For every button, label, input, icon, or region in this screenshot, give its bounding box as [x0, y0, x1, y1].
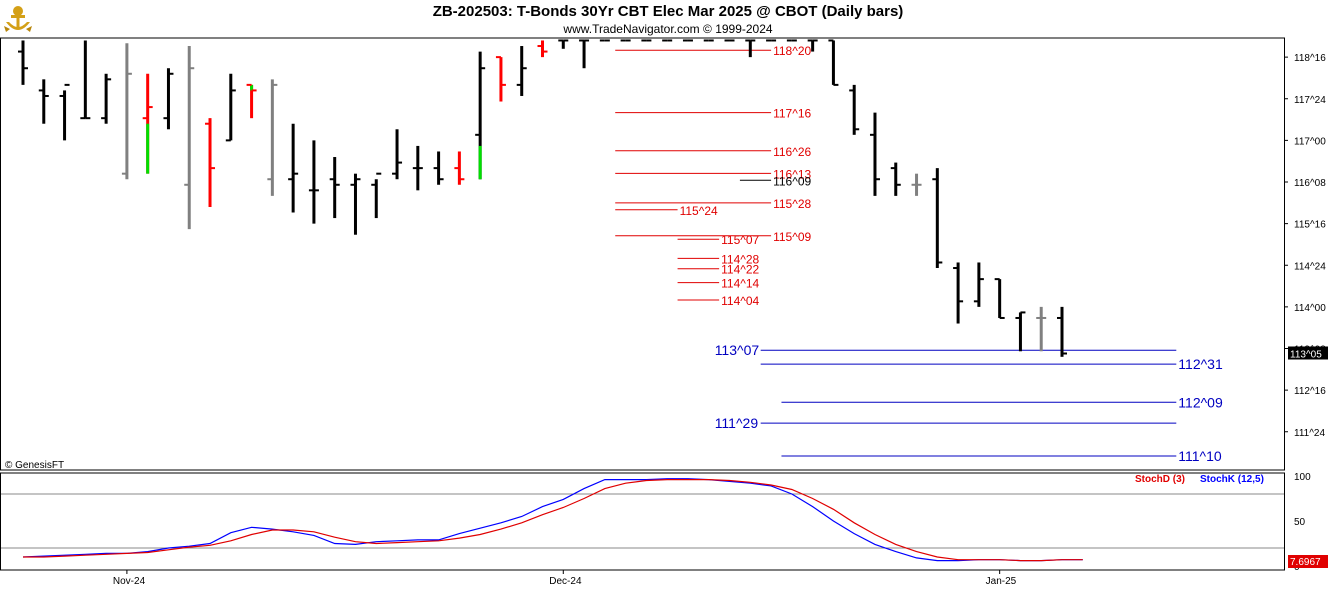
ohlc-bar [953, 262, 964, 324]
ohlc-bar [1057, 306, 1067, 357]
ohlc-bar [475, 51, 486, 180]
last-price-label: 113^05 [1290, 349, 1322, 360]
price-tick-label: 117^24 [1294, 95, 1326, 106]
price-tick-label: 114^00 [1294, 303, 1326, 314]
ohlc-bar [537, 40, 548, 58]
ohlc-bar [80, 40, 91, 120]
ohlc-bar [329, 157, 340, 219]
price-tick-label: 111^24 [1294, 428, 1325, 439]
date-tick-label: Nov-24 [113, 576, 146, 587]
ohlc-bar [308, 140, 319, 224]
price-level-label: 113^07 [715, 342, 760, 358]
price-level-label: 115^07 [721, 233, 759, 247]
ohlc-bar [392, 129, 403, 180]
grid-lines [0, 37, 1285, 571]
axes: 118^16 117^24 117^00 116^08 115^16 114^24 114^… [113, 53, 1328, 587]
price-level-label: 114^22 [721, 263, 759, 277]
stoch-last-label: 7.6967 [1290, 557, 1321, 568]
chart-subtitle: www.TradeNavigator.com © 1999-2024 [563, 22, 773, 36]
stoch-panel-frame [0, 472, 1285, 571]
price-tick-label: 114^24 [1294, 261, 1326, 272]
ohlc-bar [932, 168, 943, 269]
price-tick-label: 115^16 [1294, 220, 1326, 231]
ohlc-bar [745, 39, 756, 58]
price-level-label: 112^31 [1178, 356, 1223, 372]
credit-label: © GenesisFT [5, 460, 64, 471]
ohlc-bar [267, 79, 278, 196]
stoch-tick-label: 50 [1294, 517, 1306, 528]
price-level-label: 116^09 [773, 174, 811, 188]
price-level-label: 111^10 [1178, 448, 1222, 464]
ohlc-bar [890, 162, 901, 196]
price-level-label: 117^16 [773, 107, 811, 121]
date-tick-label: Dec-24 [549, 576, 582, 587]
trade-navigator-logo [4, 6, 32, 32]
date-tick-label: Jan-25 [986, 576, 1017, 587]
ohlc-bar [184, 46, 195, 230]
chart-title: ZB-202503: T-Bonds 30Yr CBT Elec Mar 202… [432, 3, 904, 20]
ohlc-bar [121, 43, 132, 180]
stoch-last-badge [1288, 555, 1328, 568]
ohlc-bar [849, 84, 860, 135]
stoch-legend-d: StochD (3) [1135, 474, 1185, 485]
ohlc-bar [828, 39, 839, 86]
ohlc-bar [18, 40, 28, 85]
stoch-tick-label: 100 [1294, 472, 1311, 483]
ohlc-bar [371, 172, 382, 219]
price-level-label: 114^14 [721, 277, 759, 291]
price-level-label: 115^28 [773, 197, 811, 211]
ohlc-bar [994, 278, 1005, 319]
ohlc-bar [142, 73, 153, 174]
price-level-label: 115^09 [773, 230, 811, 244]
ohlc-bar [246, 83, 257, 119]
price-tick-label: 117^00 [1294, 136, 1326, 147]
stochastic-panel: 100500StochD (3)StochK (12,5)7.6967 [1, 472, 1328, 573]
price-level-label: 112^09 [1178, 394, 1223, 410]
price-level-label: 114^28 [721, 252, 759, 266]
price-tick-label: 118^16 [1294, 53, 1326, 64]
ohlc-bar [205, 118, 216, 207]
last-price-badge [1288, 346, 1328, 360]
ohlc-bar [454, 151, 465, 185]
ohlc-bar [579, 39, 590, 69]
ohlc-bar [807, 39, 818, 52]
price-panel-frame [0, 37, 1285, 471]
price-level-label: 115^24 [680, 204, 718, 218]
price-tick-label: 116^08 [1294, 178, 1326, 189]
ohlc-bar [973, 262, 984, 307]
ohlc-bar [516, 46, 527, 96]
ohlc-bar [433, 151, 444, 185]
stoch-series-line [22, 478, 1083, 562]
ohlc-bar [288, 123, 299, 213]
stoch-series-line [23, 479, 1083, 562]
ohlc-bar [350, 173, 361, 235]
ohlc-bar [911, 173, 922, 196]
ohlc-bar [1015, 311, 1026, 352]
stoch-legend-k: StochK (12,5) [1200, 474, 1264, 485]
ohlc-bar [412, 145, 423, 191]
ohlc-bar [225, 73, 236, 142]
ohlc-bars [18, 39, 1067, 357]
ohlc-bar [558, 39, 569, 49]
ohlc-bar [869, 112, 880, 196]
price-level-label: 118^20 [773, 44, 811, 58]
price-tick-label: 112^16 [1294, 386, 1326, 397]
ohlc-bar [163, 68, 174, 130]
price-level-label: 116^26 [773, 145, 811, 159]
ohlc-bar [1036, 306, 1047, 352]
ohlc-bar [59, 83, 70, 141]
price-level-label: 114^04 [721, 294, 759, 308]
ohlc-bar [101, 73, 112, 124]
ohlc-bar [38, 79, 49, 124]
price-level-label: 111^29 [715, 415, 759, 431]
ohlc-bar [495, 56, 506, 102]
price-level-label: 116^13 [773, 167, 811, 181]
